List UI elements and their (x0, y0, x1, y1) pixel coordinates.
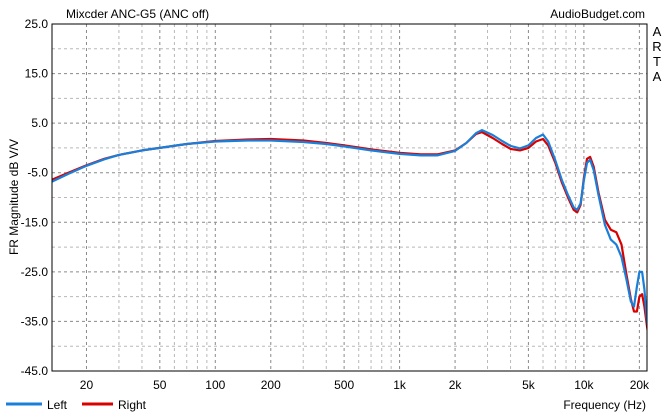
x-tick-label: 50 (153, 378, 167, 392)
series-lines (52, 129, 647, 335)
y-tick-label: -45.0 (21, 364, 49, 378)
y-tick-label: 25.0 (25, 17, 49, 31)
x-tick-label: 500 (334, 378, 354, 392)
legend-left-label: Left (47, 398, 68, 412)
side-label-letter: R (652, 39, 661, 54)
legend-right-label: Right (118, 398, 147, 412)
series-line-left (52, 129, 647, 330)
y-tick-label: 5.0 (31, 116, 48, 130)
y-tick-label: 15.0 (25, 67, 49, 81)
legend: Left Right (6, 398, 147, 412)
x-tick-label: 20 (80, 378, 94, 392)
series-line-right (52, 131, 647, 335)
x-tick-label: 100 (205, 378, 225, 392)
grid-lines (52, 24, 647, 371)
chart-source: AudioBudget.com (550, 7, 645, 21)
x-tick-label: 2k (449, 378, 463, 392)
x-tick-label: 20k (630, 378, 650, 392)
side-label-letter: T (653, 54, 661, 69)
y-tick-label: -15.0 (21, 215, 49, 229)
x-tick-labels: 20 50 100 200 500 1k 2k 5k 10k 20k (80, 378, 650, 392)
y-tick-label: -25.0 (21, 265, 49, 279)
side-label-letter: A (653, 69, 662, 84)
plot-frame (51, 23, 648, 372)
x-axis-label: Frequency (Hz) (563, 398, 646, 412)
y-axis-label: FR Magnitude dB V/V (7, 139, 21, 255)
y-tick-label: -35.0 (21, 314, 49, 328)
y-tick-label: -5.0 (27, 166, 48, 180)
x-tick-label: 10k (574, 378, 594, 392)
chart-title: Mixcder ANC-G5 (ANC off) (66, 7, 209, 21)
x-tick-label: 1k (393, 378, 407, 392)
x-tick-label: 200 (261, 378, 281, 392)
side-label-letter: A (653, 24, 662, 39)
y-tick-labels: 25.0 15.0 5.0 -5.0 -15.0 -25.0 -35.0 -45.0 (21, 17, 49, 378)
x-tick-label: 5k (522, 378, 536, 392)
